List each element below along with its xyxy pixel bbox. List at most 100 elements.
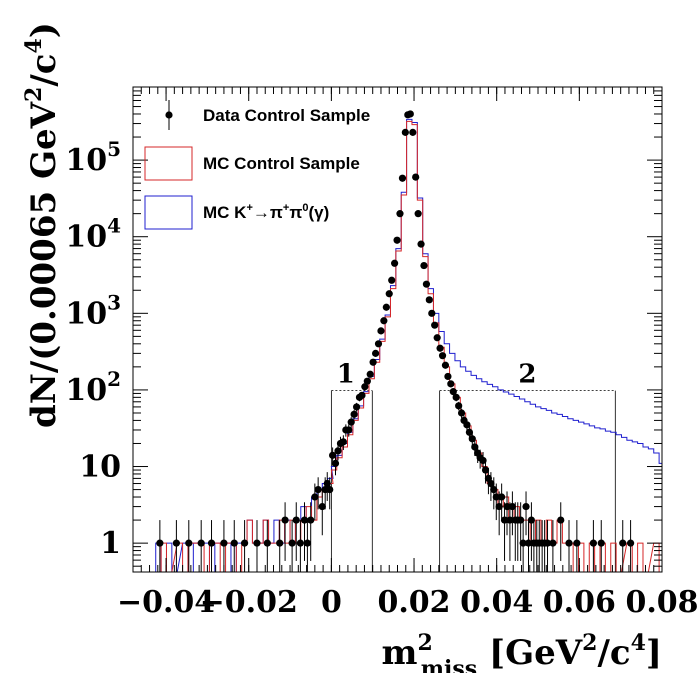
data-point-5 [220,539,228,547]
x-tick-label-5: 0.06 [543,585,616,620]
x-axis-title-units-sup: 2 [582,630,597,656]
legend-label-2-name3: π [289,203,302,222]
data-point-86 [495,502,503,511]
data-point-66 [441,361,450,369]
data-point-62 [431,321,439,329]
y-tick-label-3-exponent: 3 [107,290,121,314]
data-point-94 [517,516,525,524]
data-point-2 [185,539,193,547]
data-point-57 [417,240,425,248]
data-point-31 [347,418,355,426]
data-point-25 [331,459,340,467]
data-point-84 [490,485,498,494]
data-point-14 [296,539,304,547]
data-point-112 [626,539,635,547]
data-point-91 [508,502,516,511]
data-point-98 [527,516,536,524]
data-point-4 [207,539,216,547]
y-axis-title-part1: dN/(0.00065 GeV [24,101,64,428]
x-tick-label-0: −0.04 [117,585,215,620]
y-axis-title: dN/(0.00065 GeV2/c4) [21,22,64,428]
data-point-48 [393,236,401,244]
y-tick-label-4-base: 10 [65,220,107,255]
data-point-50 [398,174,407,182]
data-point-24 [329,451,337,459]
data-point-74 [463,421,471,429]
data-point-96 [522,502,530,511]
x-axis-title-units: [GeV [477,633,583,673]
data-point-68 [447,380,455,388]
data-point-95 [519,539,527,547]
y-tick-label-1: 10 [79,450,121,485]
legend-label-1: MC Control Sample [203,154,360,173]
data-point-89 [503,502,511,511]
data-point-58 [420,261,428,270]
legend-swatch-2 [144,195,193,230]
data-point-70 [452,393,460,401]
data-point-81 [481,466,490,474]
data-point-11 [281,516,289,524]
region-label-1: 1 [337,360,355,390]
data-point-3 [197,539,205,547]
data-point-109 [589,539,597,547]
x-axis-title-sup: 2 [417,630,432,656]
data-point-76 [468,435,476,443]
legend-label-2-name4: (γ) [308,203,329,222]
data-point-110 [597,539,605,547]
x-axis-title-units-sup2: 4 [631,630,646,656]
data-point-51 [401,128,409,136]
data-point-108 [573,539,581,547]
data-point-104 [543,539,552,547]
legend-swatch-1 [144,146,193,181]
y-tick-label-2: 102 [65,367,121,408]
data-point-45 [385,290,393,298]
data-point-39 [369,358,377,366]
data-point-20 [318,502,326,511]
y-axis-title-sup2: 4 [21,38,47,53]
legend-label-2-name2: →π [253,203,283,222]
data-point-53 [406,110,414,118]
legend-data-marker [165,111,173,119]
series-1-histogram-line [160,120,662,572]
data-point-75 [465,428,474,436]
data-point-107 [565,539,573,547]
legend-label-2-name: MC K [203,203,247,222]
data-point-18 [311,493,319,501]
legend-label-2-sup2: + [283,202,289,214]
data-point-32 [350,410,358,418]
data-point-111 [619,539,627,547]
data-point-83 [487,479,495,488]
data-point-49 [396,210,404,218]
legend-label-2-sup3: 0 [302,202,308,214]
x-tick-label-2: 0 [321,585,342,620]
data-point-37 [363,377,371,385]
y-tick-label-3: 103 [65,290,121,331]
data-point-1 [172,539,180,547]
data-point-41 [374,340,383,348]
data-point-63 [433,334,441,342]
data-point-67 [444,372,452,381]
data-point-17 [307,516,315,524]
data-point-38 [366,370,374,378]
data-point-44 [382,303,390,311]
data-point-71 [455,402,463,410]
x-axis-title-units-mid: /c [597,633,630,673]
data-point-54 [409,128,417,136]
data-point-26 [334,447,342,455]
y-tick-label-5: 105 [65,137,121,178]
x-axis-title-units-end: ] [646,633,662,673]
data-point-6 [230,539,238,547]
y-tick-label-4-exponent: 4 [107,214,121,238]
x-tick-label-4: 0.04 [460,585,533,620]
data-point-12 [288,539,296,547]
y-axis-title-part3: ) [24,22,64,38]
data-point-85 [492,493,500,501]
y-tick-label-0: 1 [100,526,121,561]
data-point-23 [326,485,334,494]
data-point-64 [436,344,444,352]
y-tick-label-2-exponent: 2 [107,367,121,391]
legend-label-2: MC K+→π+π0(γ) [203,202,329,222]
x-tick-label-6: 0.08 [625,585,698,620]
